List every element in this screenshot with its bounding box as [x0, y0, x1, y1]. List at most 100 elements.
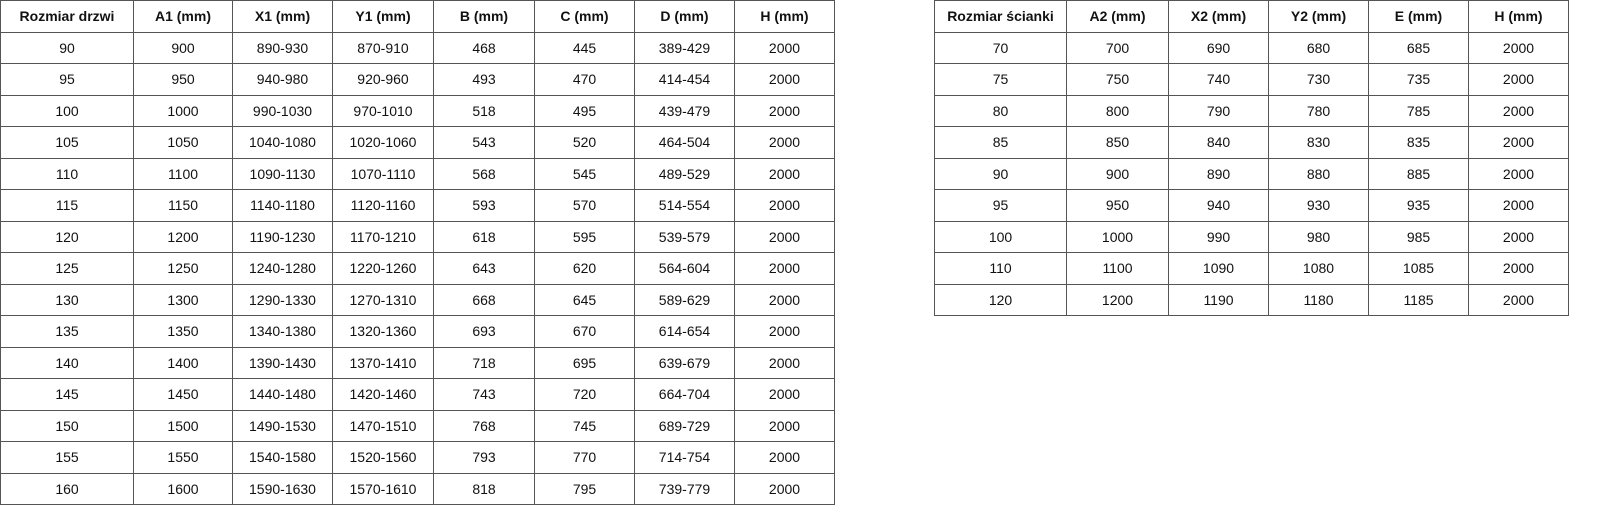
table-cell: 2000: [734, 472, 835, 505]
table-cell: 900: [133, 31, 233, 64]
table-cell: 700: [1066, 31, 1169, 64]
table-cell: 90: [0, 31, 134, 64]
table-row: 140 1400 1390-1430 1370-1410 718 695 639-679 20…: [0, 346, 835, 379]
table-cell: 2000: [1468, 220, 1569, 253]
table-row: 125 1250 1240-1280 1220-1260 643 620 564-604 20…: [0, 252, 835, 285]
table-cell: 2000: [734, 63, 835, 96]
table-row: 90 900 890-930 870-910 468 445 389-429 2000: [0, 31, 835, 64]
table-cell: 1540-1580: [232, 441, 333, 474]
table-cell: 664-704: [634, 378, 735, 411]
table-cell: 890-930: [232, 31, 333, 64]
column-header: B (mm): [433, 0, 535, 33]
table-cell: 2000: [1468, 189, 1569, 222]
table-cell: 593: [433, 189, 535, 222]
table-cell: 1000: [133, 94, 233, 127]
table-cell: 690: [1168, 31, 1269, 64]
table-cell: 670: [534, 315, 635, 348]
table-cell: 818: [433, 472, 535, 505]
table-row: 135 1350 1340-1380 1320-1360 693 670 614-654 20…: [0, 315, 835, 348]
table-header-row: Rozmiar ścianki A2 (mm) X2 (mm) Y2 (mm) E (m…: [934, 0, 1569, 33]
table-cell: 95: [0, 63, 134, 96]
table-row: 145 1450 1440-1480 1420-1460 743 720 664-704 20…: [0, 378, 835, 411]
table-cell: 1350: [133, 315, 233, 348]
column-header: Rozmiar ścianki: [934, 0, 1067, 33]
table-row: 120 1200 1190-1230 1170-1210 618 595 539-579 20…: [0, 220, 835, 253]
table-cell: 940: [1168, 189, 1269, 222]
table-cell: 870-910: [332, 31, 434, 64]
table-cell: 105: [0, 126, 134, 159]
table-cell: 2000: [734, 315, 835, 348]
table-cell: 85: [934, 126, 1067, 159]
table-cell: 780: [1268, 94, 1369, 127]
table-cell: 1180: [1268, 283, 1369, 316]
table-cell: 2000: [734, 157, 835, 190]
table-cell: 125: [0, 252, 134, 285]
table-cell: 850: [1066, 126, 1169, 159]
table-cell: 985: [1368, 220, 1469, 253]
table-cell: 568: [433, 157, 535, 190]
table-cell: 545: [534, 157, 635, 190]
table-cell: 1320-1360: [332, 315, 434, 348]
table-cell: 950: [1066, 189, 1169, 222]
table-cell: 743: [433, 378, 535, 411]
table-cell: 2000: [1468, 63, 1569, 96]
table-cell: 414-454: [634, 63, 735, 96]
table-cell: 539-579: [634, 220, 735, 253]
table-cell: 2000: [734, 252, 835, 285]
column-header: E (mm): [1368, 0, 1469, 33]
table-cell: 768: [433, 409, 535, 442]
column-header: H (mm): [1468, 0, 1569, 33]
table-header-row: Rozmiar drzwi A1 (mm) X1 (mm) Y1 (mm) B (mm)…: [0, 0, 835, 33]
table-row: 160 1600 1590-1630 1570-1610 818 795 739-779 20…: [0, 472, 835, 505]
table-cell: 2000: [1468, 31, 1569, 64]
door-size-table: Rozmiar drzwi A1 (mm) X1 (mm) Y1 (mm) B (mm)…: [0, 0, 835, 505]
table-row: 150 1500 1490-1530 1470-1510 768 745 689-729 20…: [0, 409, 835, 442]
table-cell: 795: [534, 472, 635, 505]
table-cell: 940-980: [232, 63, 333, 96]
table-cell: 1200: [133, 220, 233, 253]
table-row: 95 950 940 930 935 2000: [934, 189, 1569, 222]
table-cell: 464-504: [634, 126, 735, 159]
table-cell: 155: [0, 441, 134, 474]
table-cell: 564-604: [634, 252, 735, 285]
table-row: 90 900 890 880 885 2000: [934, 157, 1569, 190]
table-cell: 570: [534, 189, 635, 222]
column-header: A1 (mm): [133, 0, 233, 33]
table-cell: 1185: [1368, 283, 1469, 316]
table-cell: 643: [433, 252, 535, 285]
table-cell: 1490-1530: [232, 409, 333, 442]
table-cell: 70: [934, 31, 1067, 64]
table-cell: 718: [433, 346, 535, 379]
table-cell: 835: [1368, 126, 1469, 159]
table-cell: 75: [934, 63, 1067, 96]
table-cell: 1140-1180: [232, 189, 333, 222]
table-cell: 800: [1066, 94, 1169, 127]
table-cell: 620: [534, 252, 635, 285]
table-cell: 1250: [133, 252, 233, 285]
table-cell: 980: [1268, 220, 1369, 253]
table-cell: 1080: [1268, 252, 1369, 285]
table-cell: 880: [1268, 157, 1369, 190]
table-cell: 920-960: [332, 63, 434, 96]
table-cell: 1150: [133, 189, 233, 222]
table-cell: 668: [433, 283, 535, 316]
table-cell: 468: [433, 31, 535, 64]
table-cell: 110: [934, 252, 1067, 285]
table-row: 100 1000 990-1030 970-1010 518 495 439-479 2000: [0, 94, 835, 127]
table-cell: 714-754: [634, 441, 735, 474]
table-row: 95 950 940-980 920-960 493 470 414-454 2000: [0, 63, 835, 96]
table-cell: 830: [1268, 126, 1369, 159]
table-cell: 2000: [734, 409, 835, 442]
table-row: 100 1000 990 980 985 2000: [934, 220, 1569, 253]
table-cell: 1600: [133, 472, 233, 505]
table-cell: 115: [0, 189, 134, 222]
column-header: X1 (mm): [232, 0, 333, 33]
table-cell: 95: [934, 189, 1067, 222]
table-cell: 739-779: [634, 472, 735, 505]
table-cell: 140: [0, 346, 134, 379]
table-cell: 885: [1368, 157, 1469, 190]
table-cell: 1190: [1168, 283, 1269, 316]
table-cell: 1520-1560: [332, 441, 434, 474]
table-cell: 520: [534, 126, 635, 159]
table-row: 120 1200 1190 1180 1185 2000: [934, 283, 1569, 316]
